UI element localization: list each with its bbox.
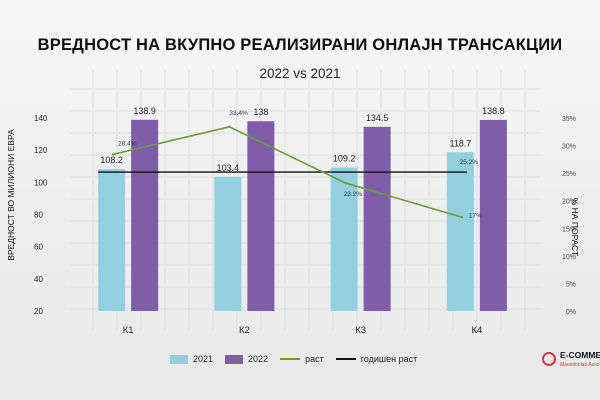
- bar-value-label: 108.2: [100, 155, 123, 165]
- legend-label-growth: раст: [305, 354, 324, 364]
- legend-swatch-2021: [170, 354, 188, 364]
- bar-2021: [446, 152, 474, 311]
- bar-value-label: 138.8: [482, 106, 505, 116]
- y-tick-label: 140: [34, 114, 48, 123]
- brand-logo: E-COMME Macedonian Asso: [542, 350, 600, 376]
- y2-tick-label: 5%: [566, 281, 576, 288]
- y2-tick-label: 10%: [562, 254, 576, 261]
- bar-value-label: 103.4: [217, 163, 240, 173]
- annual-growth-label: 25.2%: [460, 159, 479, 166]
- chart-subtitle: 2022 vs 2021: [259, 66, 341, 81]
- legend-label-2022: 2022: [248, 354, 269, 364]
- legend-item-2021: 2021: [170, 354, 213, 364]
- growth-value-label: 17%: [469, 212, 482, 219]
- bar-2022: [363, 126, 391, 312]
- bar-2022: [131, 119, 159, 311]
- y2-tick-label: 35%: [562, 116, 576, 123]
- growth-line: [112, 125, 463, 219]
- bar-2021: [98, 169, 126, 311]
- bar-value-label: 138: [253, 107, 268, 117]
- growth-point: [111, 153, 115, 156]
- y2-tick-label: 20%: [562, 199, 576, 206]
- growth-value-label: 28.4%: [118, 140, 137, 147]
- logo-subtext: Macedonian Asso: [560, 362, 600, 368]
- logo-text: E-COMME: [560, 350, 600, 360]
- logo-icon: [542, 352, 556, 366]
- bar-2021: [214, 176, 242, 311]
- x-tick-label: К4: [471, 325, 482, 336]
- y-tick-label: 60: [34, 243, 43, 252]
- x-tick-label: К1: [123, 325, 134, 336]
- bar-2022: [479, 119, 507, 312]
- legend: 2021 2022 раст годишен раст: [170, 352, 470, 366]
- y2-tick-label: 30%: [562, 144, 576, 151]
- y-tick-label: 120: [34, 146, 48, 155]
- bar-value-label: 138.9: [133, 106, 156, 116]
- x-tick-label: К3: [355, 325, 366, 336]
- y-tick-label: 100: [34, 178, 48, 187]
- bar-2021: [330, 167, 358, 311]
- growth-value-label: 23.2%: [344, 191, 363, 198]
- y-tick-label: 40: [34, 275, 43, 284]
- bar-value-label: 109.2: [333, 154, 356, 164]
- legend-swatch-growth: [280, 358, 301, 360]
- chart-title: ВРЕДНОСТ НА ВКУПНО РЕАЛИЗИРАНИ ОНЛАЈН ТР…: [37, 36, 563, 54]
- legend-label-2021: 2021: [193, 354, 214, 364]
- legend-label-annual: годишен раст: [360, 354, 418, 364]
- bar-value-label: 118.7: [449, 138, 471, 148]
- bar-2022: [247, 121, 275, 311]
- y2-tick-label: 15%: [562, 226, 576, 233]
- bar-value-label: 134.5: [366, 113, 389, 123]
- legend-swatch-annual: [335, 358, 356, 360]
- growth-point: [344, 181, 347, 185]
- legend-item-2022: 2022: [225, 354, 268, 364]
- legend-swatch-2022: [225, 354, 244, 364]
- legend-item-annual: годишен раст: [335, 354, 418, 364]
- growth-value-label: 33.4%: [229, 110, 248, 117]
- x-tick-label: К2: [239, 325, 250, 336]
- growth-point: [460, 216, 464, 219]
- y2-tick-label: 0%: [566, 309, 576, 316]
- y-tick-label: 20: [34, 307, 43, 316]
- growth-point: [228, 125, 231, 129]
- y-tick-label: 80: [34, 211, 43, 220]
- y2-tick-label: 25%: [562, 171, 576, 178]
- legend-item-growth: раст: [280, 354, 324, 364]
